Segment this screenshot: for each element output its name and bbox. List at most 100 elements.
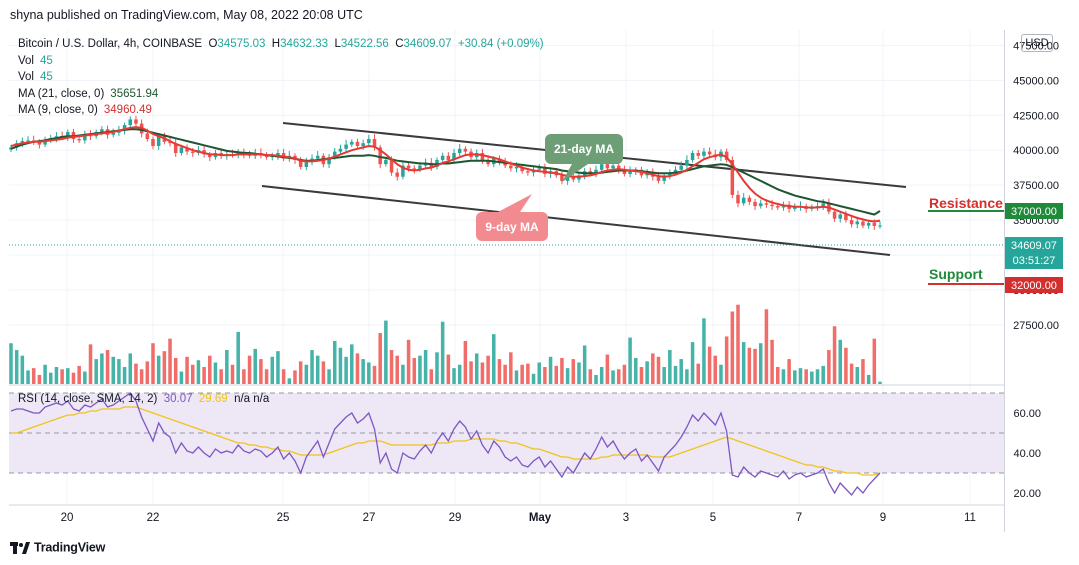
- candle-body: [685, 159, 689, 166]
- volume-bar: [690, 342, 695, 384]
- volume-bar: [787, 359, 791, 384]
- candle-body: [730, 159, 735, 195]
- ma9-value: 34960.49: [103, 104, 152, 117]
- candle-body: [332, 151, 337, 158]
- low-value: 34522.56: [340, 38, 389, 50]
- volume-bar: [639, 367, 644, 384]
- volume-bar: [117, 359, 121, 384]
- candle-body: [100, 129, 104, 133]
- candle-body: [440, 155, 445, 160]
- volume-bar: [401, 364, 405, 384]
- rsi-legend: RSI (14, close, SMA, 14, 2) 30.07 29.69 …: [18, 393, 269, 405]
- candle-body: [372, 139, 377, 148]
- volume-bar: [168, 338, 172, 384]
- volume-bar: [202, 367, 206, 384]
- time-tick-label: 3: [623, 512, 629, 524]
- candle-body: [122, 125, 127, 131]
- ma21-label: MA (21, close, 0): [18, 87, 105, 100]
- volume-bar: [395, 355, 399, 384]
- volume-bar: [367, 362, 371, 384]
- candle-body: [753, 201, 757, 207]
- volume-bar: [94, 359, 98, 384]
- volume-bar: [509, 352, 513, 384]
- volume-bar: [435, 352, 439, 384]
- price-tick-label: 27500.00: [1013, 320, 1059, 332]
- time-tick-label: 27: [363, 512, 376, 524]
- volume-bar: [758, 343, 763, 384]
- chart-frame[interactable]: [9, 30, 1005, 532]
- volume-bar: [753, 348, 757, 384]
- rsi-sma-value: 29.69: [198, 393, 228, 405]
- candle-body: [367, 139, 371, 144]
- current-price-text: 34609.07: [1011, 240, 1057, 252]
- candle-body: [208, 154, 212, 158]
- candle-body: [418, 165, 422, 170]
- volume-bar: [327, 369, 331, 384]
- candle-body: [571, 176, 576, 180]
- volume-bar: [656, 356, 661, 384]
- volume-bar: [270, 356, 275, 384]
- volume-bar: [185, 356, 189, 384]
- volume-bar: [31, 368, 36, 384]
- volume-bar: [440, 321, 445, 384]
- volume-bar: [622, 364, 627, 384]
- volume-bar: [651, 353, 655, 384]
- rsi-label: RSI (14, close, SMA, 14, 2): [18, 393, 158, 405]
- candle-body: [849, 220, 854, 225]
- rsi-value: 30.07: [163, 393, 193, 405]
- volume-bar: [838, 339, 843, 384]
- volume-bar: [128, 353, 133, 384]
- candle-body: [611, 165, 615, 169]
- candle-body: [741, 197, 746, 204]
- volume-bar: [747, 347, 752, 384]
- volume-bar: [531, 373, 536, 384]
- volume-bar: [247, 355, 252, 384]
- price-tick-label: 37500.00: [1013, 180, 1059, 192]
- price-tick-label: 45000.00: [1013, 75, 1059, 87]
- currency-button[interactable]: USD: [1021, 34, 1053, 52]
- time-tick-label: 22: [147, 512, 160, 524]
- volume-bar: [628, 337, 632, 384]
- volume-bar: [179, 371, 184, 384]
- volume-bar: [389, 350, 394, 384]
- vol-row: Vol 45: [18, 69, 544, 86]
- volume-bar: [571, 359, 576, 384]
- candle-body: [844, 214, 848, 221]
- candle-body: [111, 132, 115, 135]
- volume-bar: [310, 350, 314, 384]
- footer-brand[interactable]: TradingView: [10, 540, 105, 558]
- volume-bar: [190, 364, 195, 384]
- candle-body: [304, 161, 309, 167]
- candle-body: [463, 148, 468, 152]
- rsi-na: n/a n/a: [234, 393, 270, 405]
- resistance-badge: [1005, 203, 1063, 219]
- volume-bar: [821, 365, 825, 384]
- symbol-name[interactable]: Bitcoin / U.S. Dollar, 4h, COINBASE: [18, 38, 203, 50]
- time-tick-label: 25: [277, 512, 290, 524]
- close-value: 34609.07: [403, 38, 452, 50]
- volume-bar: [338, 347, 343, 384]
- support-badge-text: 32000.00: [1011, 280, 1057, 292]
- volume-bar: [497, 359, 502, 384]
- time-tick-label: 5: [710, 512, 716, 524]
- candle-body: [861, 221, 865, 226]
- candle-body: [702, 151, 706, 156]
- volume-bar: [565, 368, 570, 384]
- volume-bar: [486, 355, 490, 384]
- volume-bar: [469, 361, 473, 384]
- volume-bar: [236, 331, 240, 384]
- volume-bar: [798, 368, 803, 384]
- volume-bar: [20, 355, 25, 384]
- volume-bar: [145, 361, 150, 384]
- support-badge: [1005, 277, 1063, 293]
- volume-bar: [492, 334, 496, 384]
- volume-bar: [378, 333, 382, 384]
- volume-bar: [77, 365, 81, 384]
- volume-bar: [60, 369, 64, 384]
- candle-body: [66, 132, 70, 138]
- volume-bar: [315, 355, 320, 384]
- volume-bar: [361, 359, 365, 384]
- ma21-callout: 21-day MA: [545, 134, 623, 182]
- candle-body: [406, 165, 411, 169]
